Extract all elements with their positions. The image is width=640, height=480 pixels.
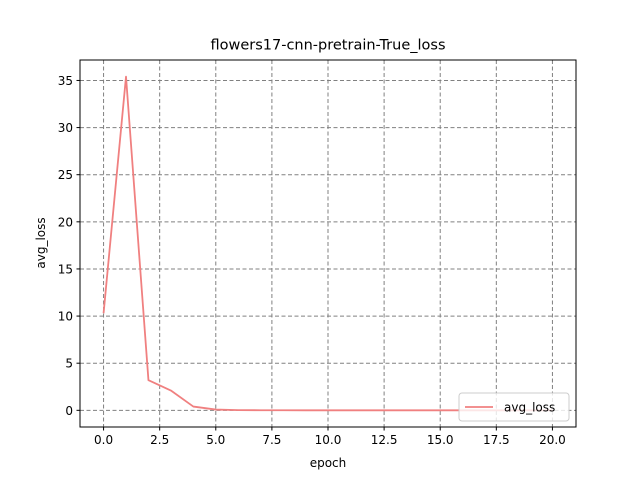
ticks: 0.0 2.5 5.0 7.5 10.0 12.5 15.0 17.5 20.0 0 5 10 15 20…: [58, 74, 566, 447]
x-tick-label: 20.0: [539, 433, 566, 447]
x-axis-title: epoch: [310, 456, 347, 470]
x-tick-label: 0.0: [94, 433, 113, 447]
y-tick-label: 20: [58, 215, 73, 229]
x-tick-label: 5.0: [206, 433, 225, 447]
y-tick-label: 10: [58, 310, 73, 324]
x-tick-label: 2.5: [150, 433, 169, 447]
x-tick-label: 17.5: [483, 433, 510, 447]
y-tick-label: 15: [58, 262, 73, 276]
y-tick-label: 25: [58, 168, 73, 182]
legend: avg_loss: [458, 392, 570, 422]
legend-box: [458, 392, 570, 422]
x-tick-label: 12.5: [371, 433, 398, 447]
y-tick-label: 0: [65, 404, 73, 418]
x-tick-label: 10.0: [315, 433, 342, 447]
y-axis-title: avg_loss: [34, 217, 48, 268]
y-tick-label: 5: [65, 357, 73, 371]
legend-label: avg_loss: [504, 401, 555, 415]
y-tick-label: 35: [58, 74, 73, 88]
x-tick-label: 7.5: [262, 433, 281, 447]
chart-title: flowers17-cnn-pretrain-True_loss: [210, 38, 445, 54]
y-tick-label: 30: [58, 121, 73, 135]
x-tick-label: 15.0: [427, 433, 454, 447]
